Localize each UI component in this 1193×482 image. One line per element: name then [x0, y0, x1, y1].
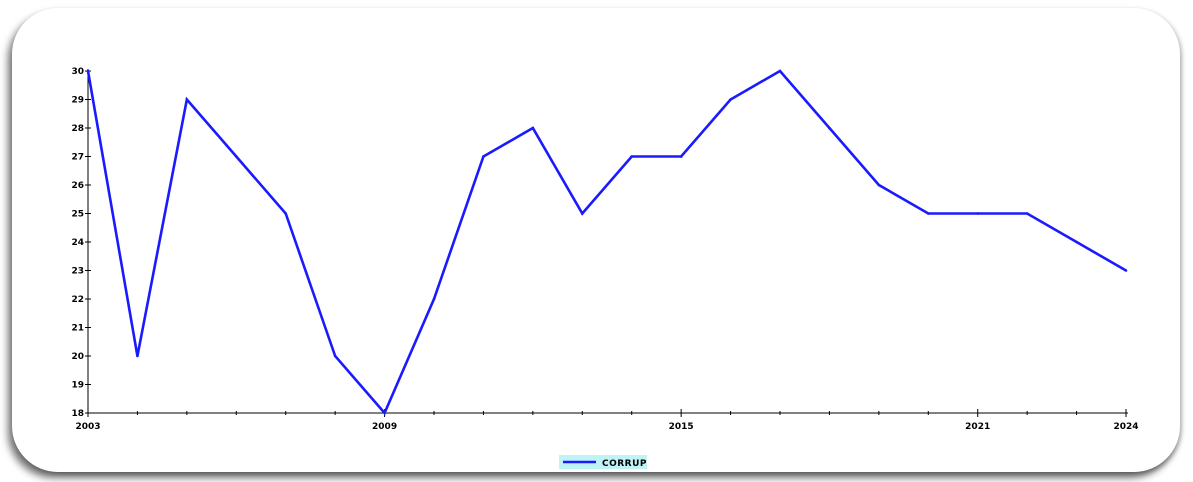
- data-point: [185, 98, 189, 101]
- y-tick-label: 24: [71, 238, 84, 248]
- data-point: [630, 155, 634, 158]
- data-point: [1075, 240, 1078, 244]
- x-tick-label: 2024: [1113, 422, 1138, 432]
- axes: [87, 69, 1128, 414]
- data-point: [778, 69, 782, 73]
- data-point: [333, 354, 337, 358]
- data-point: [136, 354, 139, 358]
- y-tick-label: 19: [71, 381, 84, 391]
- y-tick-label: 21: [71, 324, 84, 334]
- y-tick-label: 22: [71, 295, 84, 305]
- y-tick-label: 27: [71, 153, 84, 163]
- y-tick-label: 23: [71, 267, 84, 277]
- x-tick-label: 2021: [965, 422, 990, 432]
- x-ticks: 2003 2009 2015 2021 2024: [75, 409, 1139, 432]
- data-point: [729, 98, 732, 101]
- y-tick-label: 28: [71, 124, 84, 134]
- chart-frame: [12, 8, 1180, 472]
- data-point: [877, 183, 881, 187]
- data-point: [383, 411, 386, 415]
- y-tick-label: 26: [71, 181, 84, 191]
- y-ticks: 18 19 20 21 22 23 24 25 26 27 28 29 30: [71, 67, 91, 419]
- data-point: [679, 155, 683, 158]
- data-point: [482, 155, 485, 158]
- data-point: [976, 212, 980, 215]
- y-tick-label: 29: [71, 96, 84, 106]
- series-line-corrup: [86, 69, 1127, 416]
- data-point: [1124, 269, 1128, 272]
- series-layer: [86, 69, 1128, 416]
- y-tick-label: 25: [71, 210, 84, 220]
- data-point: [432, 297, 436, 301]
- data-point: [926, 212, 930, 215]
- x-tick-label: 2003: [75, 422, 100, 432]
- legend-highlight: [559, 455, 647, 469]
- data-point: [86, 69, 90, 73]
- data-point: [284, 212, 288, 215]
- x-tick-label: 2015: [669, 422, 694, 432]
- y-tick-label: 20: [71, 352, 84, 362]
- legend-label: CORRUP: [602, 459, 647, 469]
- data-point: [828, 126, 831, 130]
- y-tick-label: 30: [71, 67, 84, 77]
- legend: CORRUP: [559, 455, 647, 469]
- data-point: [1025, 212, 1029, 215]
- data-point: [234, 155, 238, 158]
- data-point: [580, 212, 584, 215]
- data-point: [531, 126, 535, 130]
- y-tick-label: 18: [71, 409, 84, 419]
- x-tick-label: 2009: [372, 422, 397, 432]
